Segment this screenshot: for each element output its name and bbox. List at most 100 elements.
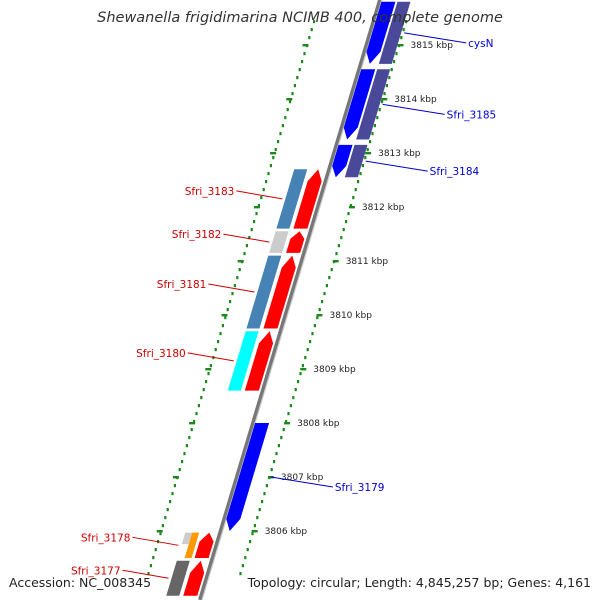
- ring-dot: [233, 284, 236, 288]
- ring-dot: [265, 484, 268, 488]
- ring-dot: [202, 388, 205, 392]
- ring-dot: [366, 148, 369, 152]
- ring-dot: [250, 228, 253, 232]
- tick-mark: [284, 422, 291, 425]
- cds-reverse-arrow: [183, 560, 205, 596]
- ring-dot: [373, 124, 376, 128]
- gene-label: cysN: [468, 38, 493, 50]
- ring-dot: [171, 492, 174, 496]
- ring-dot: [270, 468, 273, 472]
- topology-text: Topology: circular; Length: 4,845,257 bp…: [247, 575, 591, 590]
- ring-dot: [284, 116, 287, 120]
- ring-dot: [287, 412, 290, 416]
- ring-dot: [265, 180, 268, 184]
- tick-label: 3808 kbp: [297, 419, 340, 429]
- ring-dot: [279, 132, 282, 136]
- ring-dot: [301, 60, 304, 64]
- ring-dot: [405, 20, 408, 24]
- inner-tick-mark: [286, 98, 293, 101]
- tick-mark: [251, 530, 258, 533]
- ring-dot: [178, 468, 181, 472]
- cds-forward-arrow: [366, 1, 396, 64]
- ring-dot: [310, 28, 313, 32]
- cds-reverse-arrow: [263, 255, 296, 329]
- inner-tick-mark: [253, 206, 260, 209]
- ring-dot: [229, 300, 232, 304]
- cds-forward-arrow: [226, 423, 270, 531]
- label-leader-line: [365, 160, 428, 172]
- ring-dot: [244, 556, 247, 560]
- ring-dot: [267, 172, 270, 176]
- ring-dot: [335, 252, 338, 256]
- tick-mark: [365, 152, 372, 155]
- gene-labels: cysN Sfri_3185 Sfri_3184 Sfri_3183 Sfri_3182…: [71, 32, 496, 579]
- ring-dot: [207, 372, 210, 376]
- ring-dot: [297, 380, 300, 384]
- cog-band: [378, 1, 411, 64]
- ring-dot: [147, 572, 150, 576]
- inner-tick-mark: [270, 152, 277, 155]
- ring-dot: [251, 532, 254, 536]
- gene-label: Sfri_3178: [81, 532, 131, 544]
- ring-dot: [390, 68, 393, 72]
- label-leader-line: [382, 103, 445, 115]
- inner-tick-mark: [205, 368, 212, 371]
- cog-band: [166, 560, 190, 596]
- tick-label: 3810 kbp: [330, 311, 373, 321]
- tick-mark: [316, 314, 323, 317]
- tick-mark: [300, 368, 307, 371]
- ring-dot: [385, 84, 388, 88]
- ring-dot: [185, 444, 188, 448]
- ring-dot: [328, 276, 331, 280]
- cog-band: [184, 532, 200, 558]
- tick-mark: [381, 98, 388, 101]
- ring-dot: [173, 484, 176, 488]
- ring-dot: [359, 172, 362, 176]
- cds-reverse-arrow: [286, 231, 305, 253]
- ring-dot: [330, 268, 333, 272]
- ring-dot: [169, 500, 172, 504]
- ring-dot: [238, 268, 241, 272]
- ring-dot: [188, 436, 191, 440]
- ring-dot: [321, 300, 324, 304]
- cds-reverse-arrow: [194, 532, 214, 558]
- ring-dot: [243, 252, 246, 256]
- ring-dot: [281, 124, 284, 128]
- tick-label: 3812 kbp: [362, 203, 405, 213]
- ring-dot: [376, 116, 379, 120]
- ring-dot: [309, 340, 312, 344]
- tick-label: 3807 kbp: [281, 473, 324, 483]
- tick-mark: [332, 260, 339, 263]
- label-leader-line: [270, 476, 333, 488]
- ring-dot: [209, 364, 212, 368]
- ring-dot: [272, 156, 275, 160]
- ring-dot: [261, 500, 264, 504]
- ring-dot: [280, 436, 283, 440]
- ring-dot: [166, 508, 169, 512]
- ring-dot: [183, 452, 186, 456]
- ring-dot: [269, 164, 272, 168]
- gene-label: Sfri_3184: [430, 166, 480, 178]
- ring-dot: [381, 100, 384, 104]
- gene-label: Sfri_3182: [172, 229, 222, 241]
- ring-dot: [286, 108, 289, 112]
- ring-dot: [294, 388, 297, 392]
- ring-dot: [181, 460, 184, 464]
- ring-dot: [323, 292, 326, 296]
- ring-dot: [262, 188, 265, 192]
- ring-dot: [400, 36, 403, 40]
- cog-track: [166, 1, 411, 596]
- tick-label: 3806 kbp: [265, 527, 308, 537]
- ring-dot: [298, 68, 301, 72]
- ring-dot: [292, 396, 295, 400]
- ring-dot: [291, 92, 294, 96]
- ring-dot: [239, 572, 242, 576]
- label-leader-line: [122, 569, 169, 579]
- label-leader-line: [236, 190, 283, 200]
- ring-dot: [347, 212, 350, 216]
- ring-dot: [395, 52, 398, 56]
- gene-label: Sfri_3181: [157, 279, 207, 291]
- ring-dot: [193, 420, 196, 424]
- ring-dot: [226, 308, 229, 312]
